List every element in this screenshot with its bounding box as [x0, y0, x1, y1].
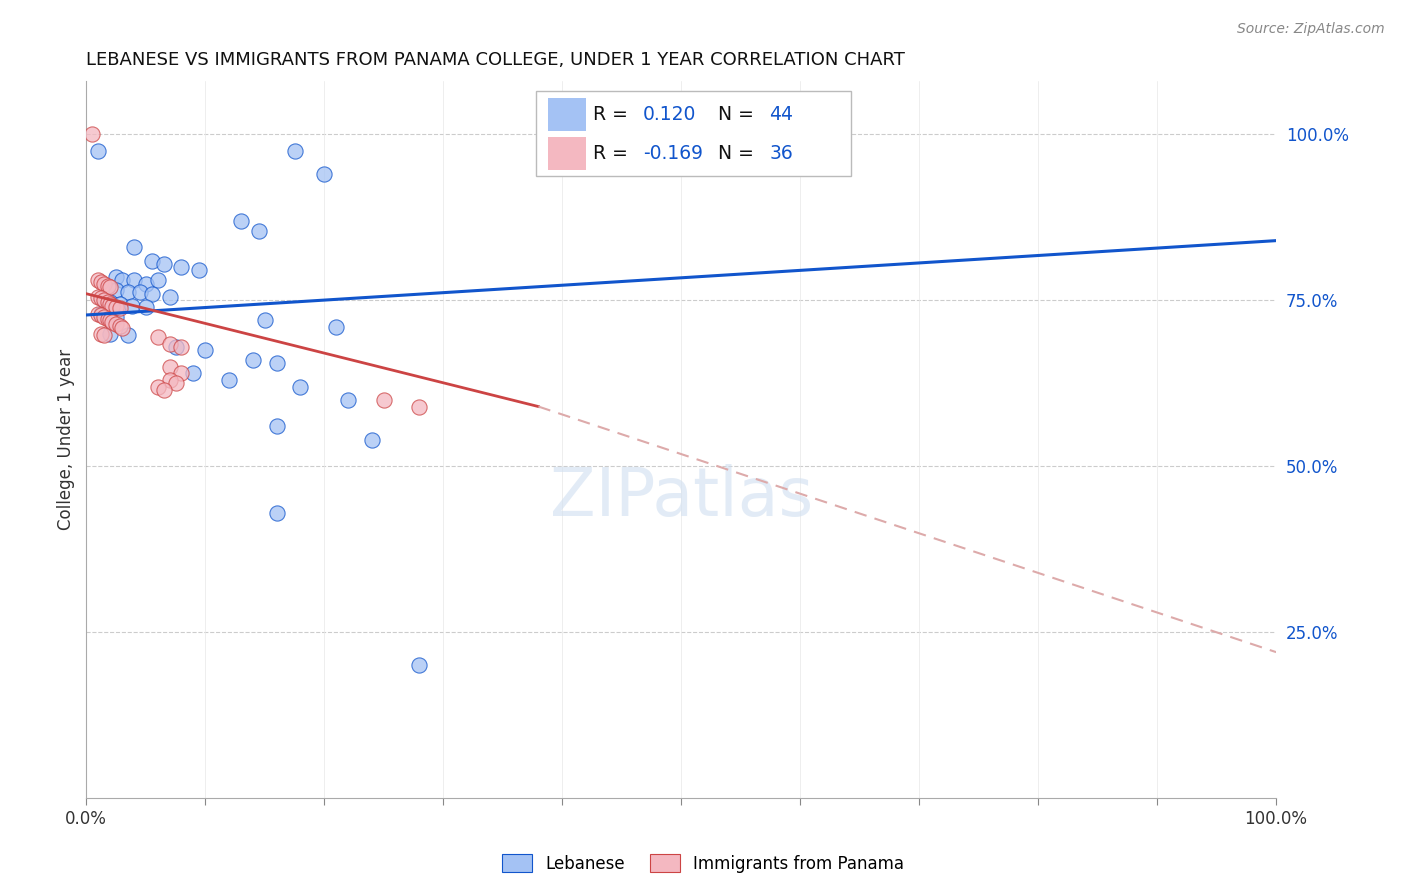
Point [93, 277, 115, 291]
Point [87, 307, 110, 321]
Point [165, 376, 187, 391]
Point [141, 286, 163, 301]
Point [141, 253, 163, 268]
Point [337, 392, 360, 407]
Point [108, 301, 131, 316]
Legend: Lebanese, Immigrants from Panama: Lebanese, Immigrants from Panama [495, 847, 911, 880]
Point [117, 285, 139, 299]
Point [194, 343, 217, 358]
Point [105, 317, 128, 331]
Point [325, 319, 347, 334]
Point [170, 367, 193, 381]
Point [135, 277, 157, 291]
Point [93, 293, 115, 308]
Text: ZIPatlas: ZIPatlas [550, 464, 813, 530]
Point [101, 299, 124, 313]
Y-axis label: College, Under 1 year: College, Under 1 year [58, 349, 75, 531]
Text: R =: R = [593, 144, 634, 162]
Point [98, 313, 121, 327]
Point [170, 260, 193, 275]
Point [87, 273, 110, 287]
Point [218, 373, 240, 387]
FancyBboxPatch shape [536, 91, 852, 176]
Point [90, 308, 112, 322]
Point [98, 294, 121, 309]
Point [159, 359, 181, 374]
Point [314, 167, 336, 181]
Point [98, 280, 121, 294]
Text: 0.120: 0.120 [643, 104, 696, 124]
Point [229, 213, 252, 227]
Point [97, 278, 120, 293]
FancyBboxPatch shape [548, 98, 586, 131]
Text: 44: 44 [769, 104, 793, 124]
Text: Source: ZipAtlas.com: Source: ZipAtlas.com [1237, 22, 1385, 37]
Text: 36: 36 [769, 144, 793, 162]
Text: N =: N = [718, 144, 761, 162]
Point [146, 273, 169, 287]
Point [247, 224, 270, 238]
Point [165, 340, 187, 354]
Point [188, 263, 211, 277]
Point [101, 315, 124, 329]
Point [90, 307, 112, 321]
FancyBboxPatch shape [548, 136, 586, 169]
Point [253, 313, 276, 327]
Point [146, 330, 169, 344]
Point [408, 658, 430, 673]
Point [93, 293, 115, 308]
Point [108, 318, 131, 333]
Point [290, 379, 312, 393]
Point [242, 353, 264, 368]
Point [93, 310, 115, 324]
Point [105, 284, 128, 298]
Point [111, 273, 134, 287]
Point [159, 336, 181, 351]
Point [87, 144, 110, 158]
Point [87, 290, 110, 304]
Point [266, 506, 288, 520]
Point [135, 300, 157, 314]
Point [97, 312, 120, 326]
Point [146, 379, 169, 393]
Point [152, 383, 174, 397]
Point [108, 296, 131, 310]
Point [111, 321, 134, 335]
Point [98, 296, 121, 310]
Point [152, 257, 174, 271]
Text: N =: N = [718, 104, 761, 124]
Point [122, 273, 145, 287]
Point [105, 310, 128, 324]
Point [97, 294, 120, 309]
Point [128, 285, 150, 300]
Point [98, 326, 121, 341]
Point [360, 433, 382, 447]
Text: -0.169: -0.169 [643, 144, 703, 162]
Point [159, 373, 181, 387]
Point [121, 299, 143, 313]
Point [93, 327, 115, 342]
Point [105, 270, 128, 285]
Point [90, 326, 112, 341]
Point [283, 144, 305, 158]
Text: R =: R = [593, 104, 634, 124]
Point [117, 327, 139, 342]
Point [159, 290, 181, 304]
Point [122, 240, 145, 254]
Text: LEBANESE VS IMMIGRANTS FROM PANAMA COLLEGE, UNDER 1 YEAR CORRELATION CHART: LEBANESE VS IMMIGRANTS FROM PANAMA COLLE… [86, 51, 905, 69]
Point [183, 367, 205, 381]
Point [408, 400, 430, 414]
Point [266, 419, 288, 434]
Point [170, 340, 193, 354]
Point [90, 275, 112, 289]
Point [82, 128, 104, 142]
Point [373, 392, 395, 407]
Point [90, 292, 112, 306]
Point [105, 300, 128, 314]
Point [266, 356, 288, 370]
Point [97, 308, 120, 322]
